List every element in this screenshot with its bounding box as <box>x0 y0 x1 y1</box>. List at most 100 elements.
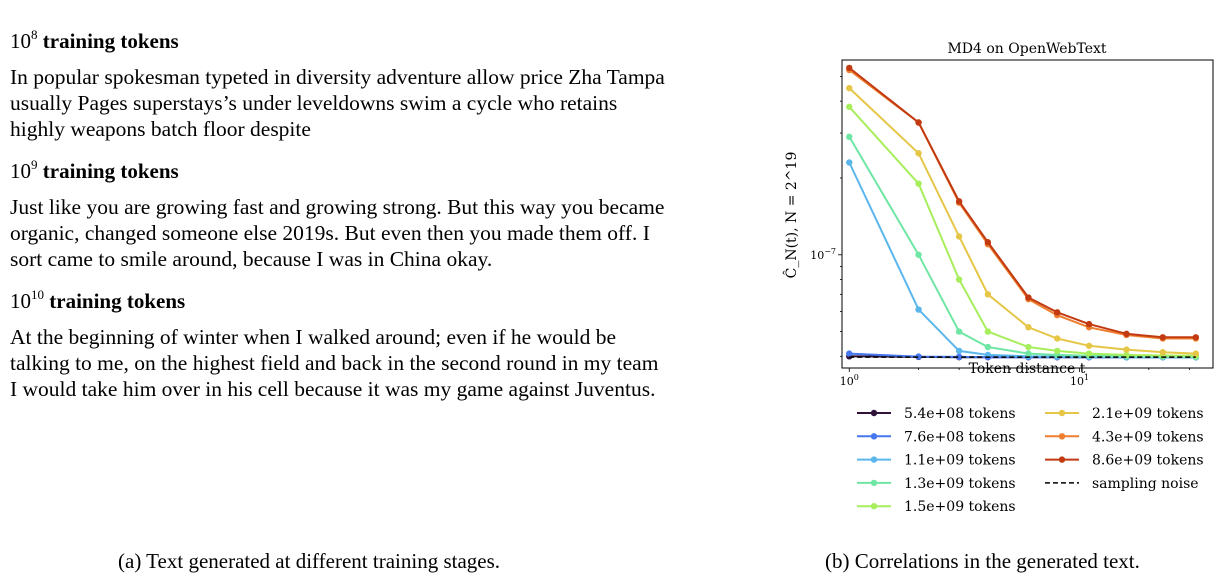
chart-legend: 5.4e+08 tokens 7.6e+08 tokens 1.1e+09 toke… <box>857 406 1204 515</box>
data-point <box>846 159 853 166</box>
data-point <box>915 353 922 360</box>
x-axis-ticks: 100 101 <box>840 368 1190 388</box>
legend-entry: 2.1e+09 tokens <box>1045 406 1204 422</box>
legend-entry: 1.1e+09 tokens <box>857 453 1016 469</box>
stage-heading-exponent: 9 <box>31 157 38 172</box>
data-point <box>1085 342 1093 349</box>
legend-entry: 7.6e+08 tokens <box>857 429 1016 445</box>
legend-marker <box>870 479 878 487</box>
stage-heading-base: 10 <box>10 159 31 183</box>
data-point <box>955 328 963 335</box>
y-axis-label: Ĉ_N(t), N = 2^19 <box>782 152 800 279</box>
stage-heading-base: 10 <box>10 29 31 53</box>
data-point <box>1085 320 1093 328</box>
data-point <box>955 353 963 361</box>
stage-heading-label: training tokens <box>42 159 179 183</box>
data-point <box>984 328 992 335</box>
data-point <box>846 64 853 72</box>
data-point <box>915 306 922 313</box>
stage-1e10: 1010 training tokens At the beginning of… <box>10 288 670 402</box>
chart-title: MD4 on OpenWebText <box>947 41 1106 57</box>
data-point <box>1159 334 1166 341</box>
legend-label: sampling noise <box>1092 476 1199 492</box>
legend-marker <box>1058 456 1066 463</box>
data-point <box>1053 347 1061 355</box>
stage-heading-label: training tokens <box>49 289 186 313</box>
stage-heading-exponent: 10 <box>31 287 44 302</box>
legend-label: 1.1e+09 tokens <box>904 453 1016 469</box>
legend-entry: 8.6e+09 tokens <box>1045 453 1204 469</box>
legend-label: 2.1e+09 tokens <box>1092 406 1204 422</box>
data-point <box>846 350 853 357</box>
data-point <box>1192 350 1200 357</box>
data-point <box>984 291 992 298</box>
data-point <box>1192 334 1200 341</box>
correlation-chart: MD4 on OpenWebText 10−7 100 101 Token dis… <box>782 41 1214 515</box>
legend-marker <box>870 433 878 440</box>
stage-heading: 1010 training tokens <box>10 288 670 314</box>
stage-heading-exponent: 8 <box>31 27 38 42</box>
legend-label: 4.3e+09 tokens <box>1092 429 1204 445</box>
x-tick-label: 100 <box>840 373 859 388</box>
data-point <box>1159 349 1166 356</box>
generated-text-panel: 108 training tokens In popular spokesman… <box>10 28 670 418</box>
stage-heading: 108 training tokens <box>10 28 670 54</box>
legend-marker <box>870 503 878 510</box>
series-line <box>848 67 1196 339</box>
legend-label: 1.3e+09 tokens <box>904 476 1016 492</box>
data-point <box>984 343 992 351</box>
data-point <box>915 119 922 126</box>
legend-marker <box>1058 433 1066 440</box>
data-point <box>846 133 853 141</box>
series-line <box>848 162 1196 359</box>
stage-heading-label: training tokens <box>42 29 179 53</box>
stage-generated-text: In popular spokesman typeted in diversit… <box>10 65 665 141</box>
caption-a: (a) Text generated at different training… <box>118 549 501 573</box>
series-line <box>848 69 1196 340</box>
y-tick-label: 10−7 <box>810 247 836 262</box>
legend-entry: 5.4e+08 tokens <box>857 406 1016 422</box>
x-tick-label: 101 <box>1070 373 1089 388</box>
data-point <box>1025 350 1032 357</box>
data-point <box>955 198 963 205</box>
data-point <box>915 251 922 258</box>
data-point <box>1053 335 1061 342</box>
legend-entry: sampling noise <box>1045 476 1199 492</box>
series-line <box>848 136 1196 358</box>
y-axis-ticks: 10−7 <box>810 76 842 357</box>
data-point <box>984 239 992 246</box>
stage-1e9: 109 training tokens Just like you are gr… <box>10 158 670 272</box>
x-axis-label: Token distance t <box>969 361 1086 377</box>
series-lines <box>846 64 1200 361</box>
series-line <box>848 87 1196 355</box>
data-point <box>1025 324 1032 331</box>
legend-marker <box>870 409 878 417</box>
legend-label: 1.5e+09 tokens <box>904 499 1016 515</box>
legend-label: 5.4e+08 tokens <box>904 406 1016 422</box>
legend-label: 8.6e+09 tokens <box>1092 453 1204 469</box>
data-point <box>955 276 963 283</box>
data-point <box>1085 350 1093 357</box>
data-point <box>915 150 922 157</box>
legend-entry: 4.3e+09 tokens <box>1045 429 1204 445</box>
stage-1e8: 108 training tokens In popular spokesman… <box>10 28 670 142</box>
data-point <box>915 180 922 187</box>
data-point <box>846 84 853 92</box>
legend-marker <box>1058 409 1066 417</box>
data-point <box>1053 309 1061 316</box>
stage-heading-base: 10 <box>10 289 31 313</box>
stage-generated-text: At the beginning of winter when I walked… <box>10 325 659 401</box>
caption-b: (b) Correlations in the generated text. <box>825 549 1140 573</box>
legend-entry: 1.3e+09 tokens <box>857 476 1016 492</box>
data-point <box>846 103 853 111</box>
legend-entry: 1.5e+09 tokens <box>857 499 1016 515</box>
data-point <box>1123 346 1130 353</box>
data-point <box>1025 343 1032 351</box>
stage-generated-text: Just like you are growing fast and growi… <box>10 195 665 271</box>
legend-marker <box>870 456 878 463</box>
data-point <box>1025 294 1032 301</box>
data-point <box>955 233 963 240</box>
data-point <box>1123 330 1130 338</box>
series-line <box>848 106 1196 357</box>
stage-heading: 109 training tokens <box>10 158 670 184</box>
